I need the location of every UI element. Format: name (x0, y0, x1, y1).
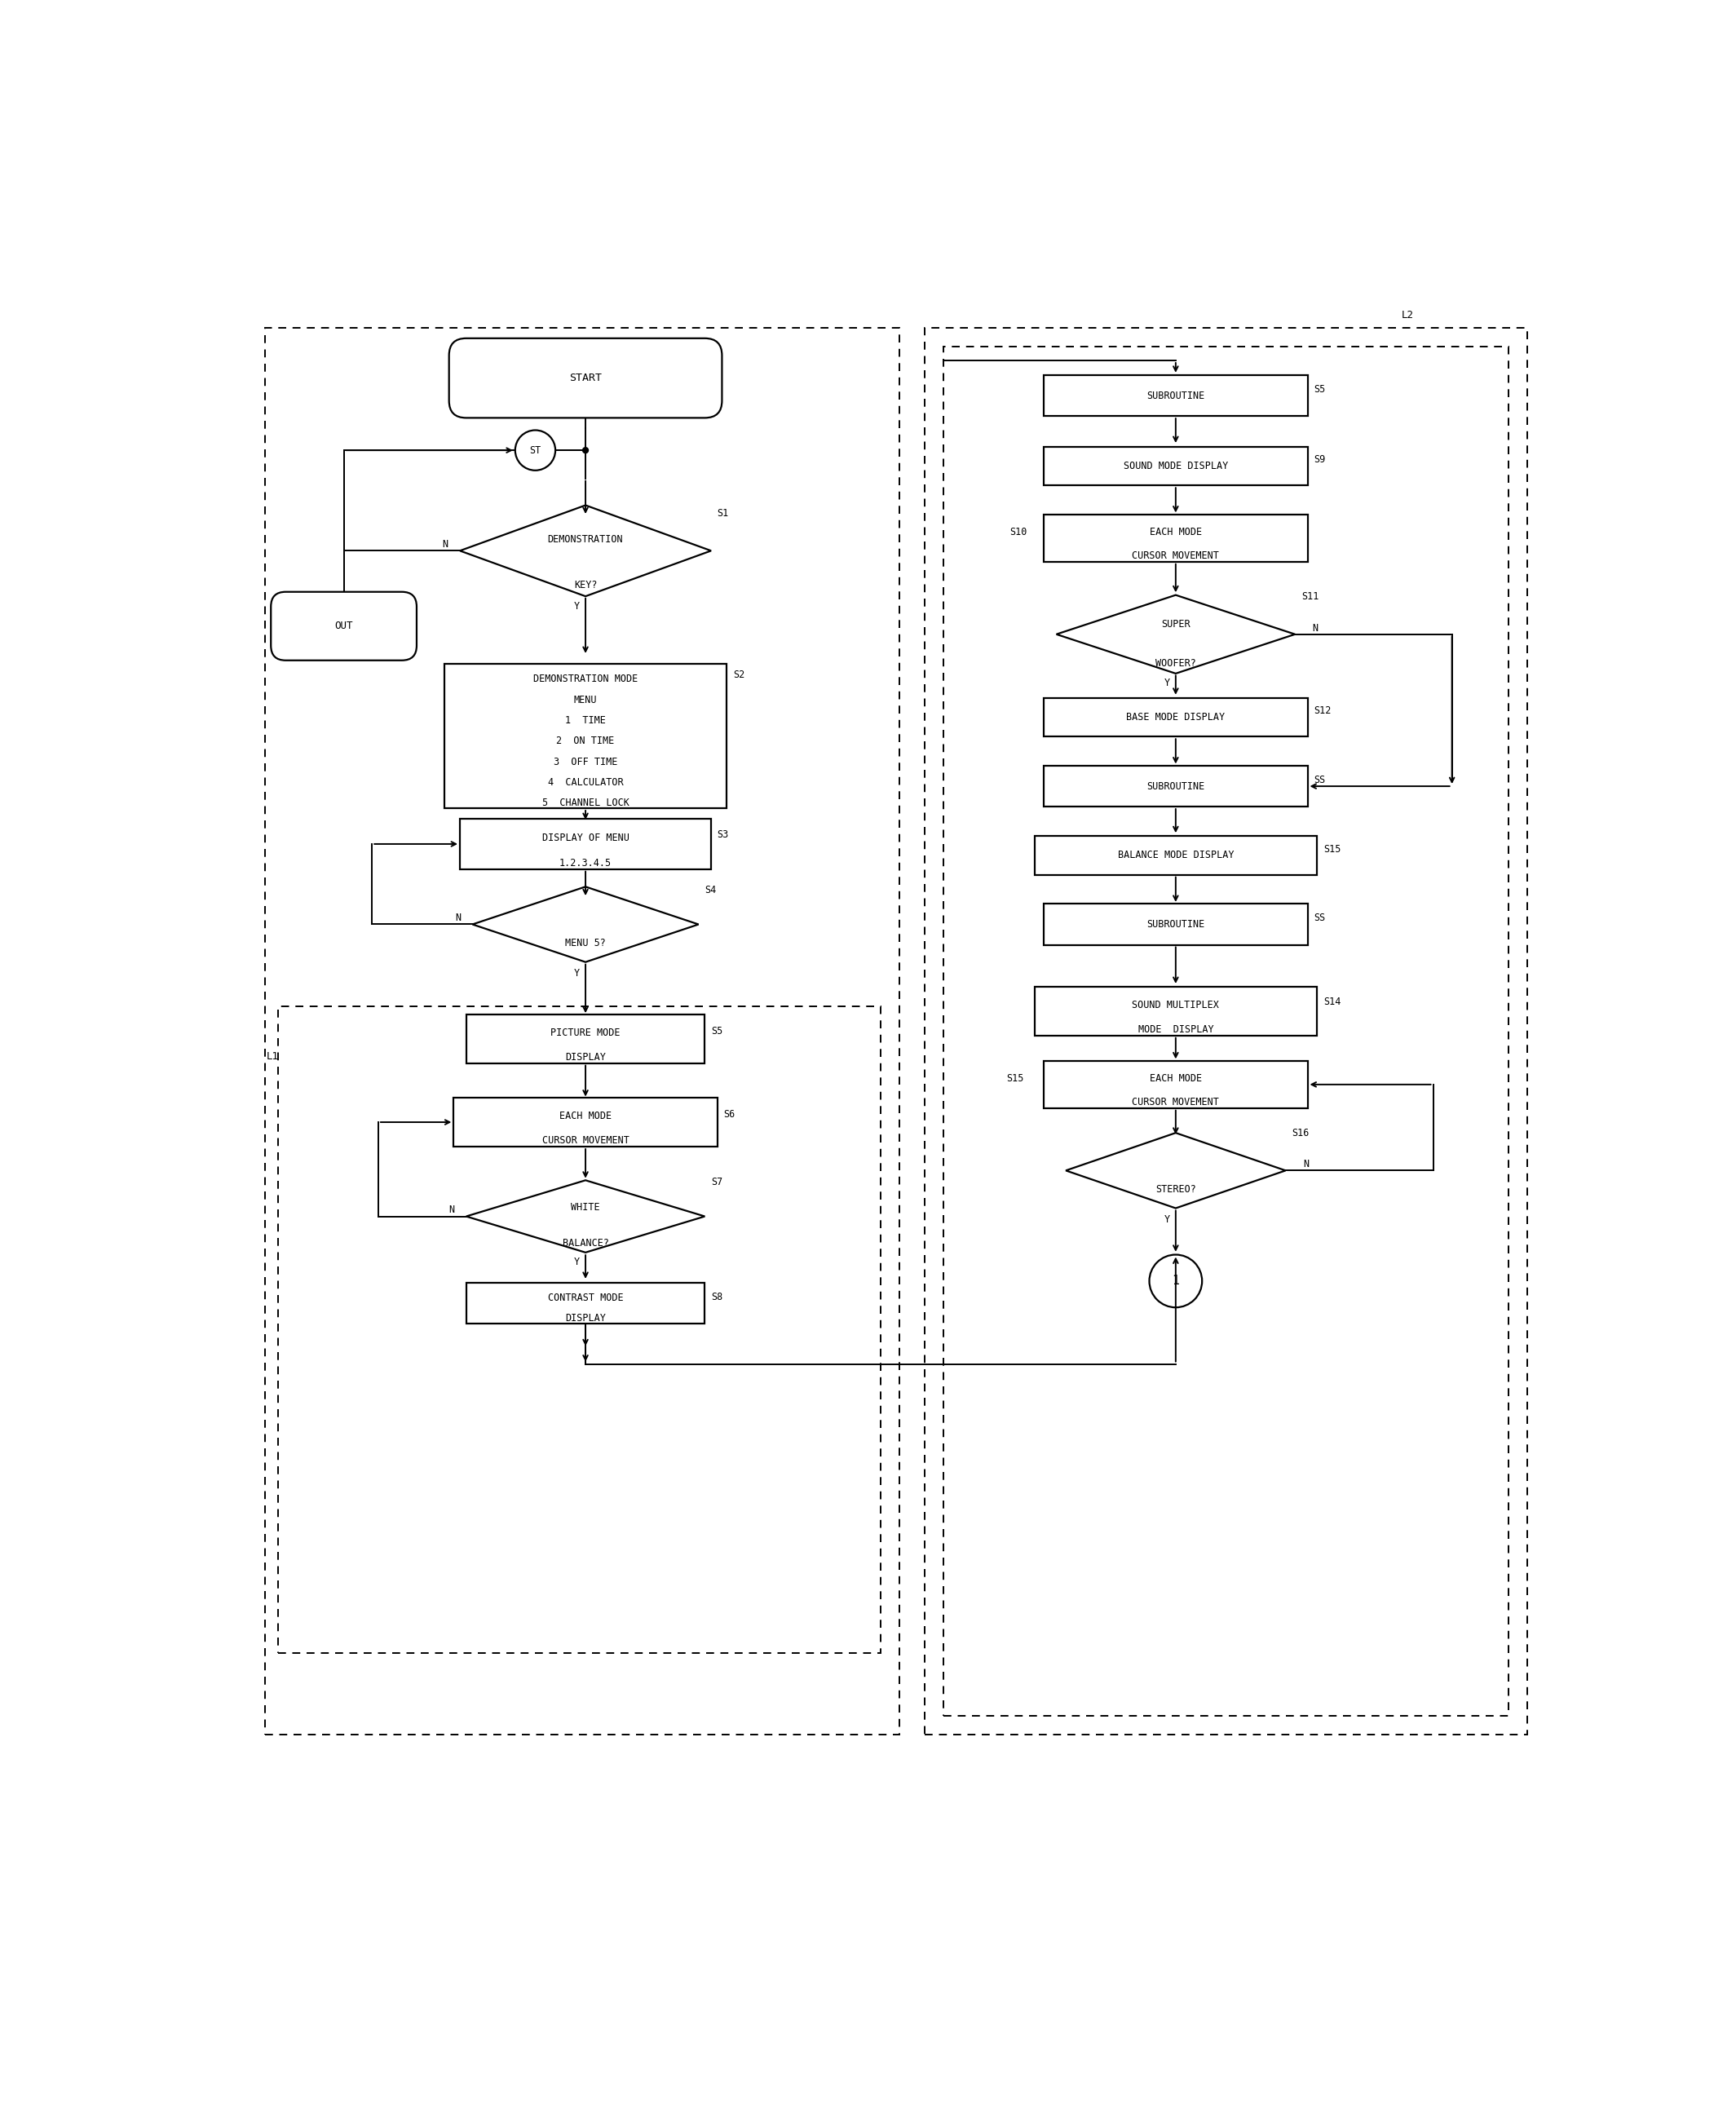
Text: S9: S9 (1314, 454, 1326, 465)
Text: L2: L2 (1401, 309, 1413, 320)
Text: 5  CHANNEL LOCK: 5 CHANNEL LOCK (542, 797, 628, 808)
Bar (467, 1014, 705, 1063)
Text: SOUND MULTIPLEX: SOUND MULTIPLEX (1132, 999, 1219, 1010)
Text: MENU 5?: MENU 5? (566, 938, 606, 949)
Polygon shape (467, 1180, 705, 1252)
Circle shape (583, 448, 589, 452)
Text: DEMONSTRATION: DEMONSTRATION (549, 534, 623, 545)
Text: MENU: MENU (575, 694, 597, 705)
Text: BALANCE?: BALANCE? (562, 1237, 609, 1250)
Text: ST: ST (529, 444, 542, 457)
Text: S12: S12 (1314, 705, 1332, 715)
Text: N: N (443, 539, 448, 549)
Bar (266, 328, 899, 1734)
Bar (444, 663, 727, 808)
Text: WOOFER?: WOOFER? (1156, 659, 1196, 669)
Text: CURSOR MOVEMENT: CURSOR MOVEMENT (1132, 551, 1219, 562)
Text: S5: S5 (1314, 385, 1326, 396)
Text: CURSOR MOVEMENT: CURSOR MOVEMENT (542, 1136, 628, 1147)
Text: SUPER: SUPER (1161, 619, 1191, 629)
Text: DISPLAY OF MENU: DISPLAY OF MENU (542, 833, 628, 844)
Text: DISPLAY: DISPLAY (566, 1052, 606, 1063)
Text: Y: Y (575, 968, 580, 978)
Text: DEMONSTRATION MODE: DEMONSTRATION MODE (533, 673, 637, 684)
Text: OUT: OUT (335, 621, 352, 631)
Bar (1043, 1060, 1307, 1109)
Text: WHITE: WHITE (571, 1201, 601, 1212)
Text: 2  ON TIME: 2 ON TIME (557, 736, 615, 747)
Text: N: N (448, 1206, 455, 1216)
Text: Y: Y (1165, 1214, 1170, 1225)
Text: SUBROUTINE: SUBROUTINE (1147, 391, 1205, 402)
Bar (1035, 987, 1318, 1035)
Text: 1  TIME: 1 TIME (566, 715, 606, 726)
Text: SS: SS (1314, 774, 1326, 785)
Text: 1.2.3.4.5: 1.2.3.4.5 (559, 858, 611, 869)
Text: BASE MODE DISPLAY: BASE MODE DISPLAY (1127, 711, 1226, 722)
Text: S14: S14 (1323, 997, 1340, 1008)
Text: SOUND MODE DISPLAY: SOUND MODE DISPLAY (1123, 461, 1227, 471)
Text: PICTURE MODE: PICTURE MODE (550, 1027, 620, 1037)
Bar (1035, 835, 1318, 875)
Bar (278, 1006, 880, 1654)
Text: S5: S5 (712, 1027, 722, 1037)
Polygon shape (460, 505, 712, 595)
Text: KEY?: KEY? (575, 579, 597, 591)
Text: MODE  DISPLAY: MODE DISPLAY (1137, 1025, 1213, 1035)
Polygon shape (1066, 1132, 1286, 1208)
Text: SUBROUTINE: SUBROUTINE (1147, 919, 1205, 930)
Text: 4  CALCULATOR: 4 CALCULATOR (549, 776, 623, 787)
Text: EACH MODE: EACH MODE (1149, 526, 1201, 539)
Bar (1043, 699, 1307, 736)
Bar (460, 818, 712, 869)
Text: N: N (455, 913, 460, 924)
Text: BALANCE MODE DISPLAY: BALANCE MODE DISPLAY (1118, 850, 1234, 861)
FancyBboxPatch shape (450, 339, 722, 419)
Text: L1: L1 (267, 1050, 279, 1063)
Text: N: N (1304, 1159, 1309, 1170)
Text: S11: S11 (1302, 591, 1319, 602)
Bar (467, 1283, 705, 1323)
Text: 1: 1 (1172, 1275, 1179, 1288)
Text: S10: S10 (1009, 526, 1026, 537)
Polygon shape (1057, 595, 1295, 673)
Bar (943, 347, 1509, 1715)
Text: S6: S6 (724, 1109, 736, 1119)
Bar (1043, 375, 1307, 417)
Text: S15: S15 (1007, 1073, 1024, 1084)
Text: EACH MODE: EACH MODE (559, 1111, 611, 1121)
Bar (925, 328, 1528, 1734)
Text: Y: Y (575, 1256, 580, 1267)
Text: SS: SS (1314, 913, 1326, 924)
Text: S16: S16 (1292, 1128, 1309, 1138)
Text: 3  OFF TIME: 3 OFF TIME (554, 757, 618, 768)
Text: START: START (569, 372, 602, 383)
Bar (1043, 766, 1307, 806)
Text: STEREO?: STEREO? (1156, 1185, 1196, 1195)
Bar (1043, 905, 1307, 945)
Bar (453, 1098, 717, 1147)
Text: S7: S7 (712, 1176, 722, 1187)
Text: S8: S8 (712, 1292, 722, 1302)
Text: DISPLAY: DISPLAY (566, 1313, 606, 1323)
Text: S15: S15 (1323, 844, 1340, 854)
Circle shape (1149, 1254, 1201, 1307)
Circle shape (516, 429, 556, 471)
Text: CURSOR MOVEMENT: CURSOR MOVEMENT (1132, 1096, 1219, 1107)
Text: Y: Y (575, 602, 580, 612)
Text: S1: S1 (717, 507, 729, 518)
FancyBboxPatch shape (271, 591, 417, 661)
Text: S4: S4 (705, 884, 717, 894)
Text: N: N (1312, 623, 1318, 633)
Text: S2: S2 (733, 669, 745, 680)
Text: CONTRAST MODE: CONTRAST MODE (549, 1292, 623, 1302)
Bar (1043, 446, 1307, 486)
Text: EACH MODE: EACH MODE (1149, 1073, 1201, 1084)
Bar (1043, 515, 1307, 562)
Text: Y: Y (1165, 677, 1170, 688)
Text: SUBROUTINE: SUBROUTINE (1147, 781, 1205, 791)
Polygon shape (472, 886, 698, 962)
Text: S3: S3 (717, 829, 729, 839)
